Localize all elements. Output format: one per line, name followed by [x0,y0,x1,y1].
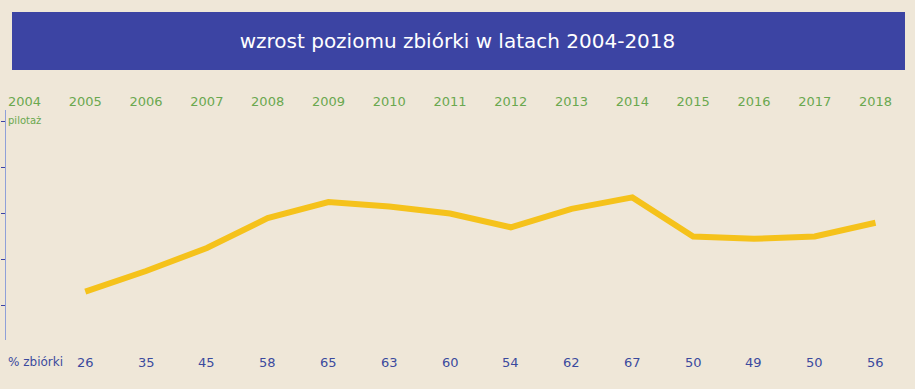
svg-text:49: 49 [745,355,762,370]
svg-text:2012: 2012 [494,94,527,109]
svg-text:50: 50 [806,355,823,370]
svg-text:26: 26 [77,355,94,370]
svg-text:2006: 2006 [130,94,163,109]
svg-text:2014: 2014 [616,94,649,109]
svg-text:60: 60 [442,355,459,370]
svg-text:2008: 2008 [251,94,284,109]
svg-text:2004: 2004 [8,94,41,109]
svg-text:2009: 2009 [312,94,345,109]
svg-text:67: 67 [624,355,641,370]
svg-text:2017: 2017 [798,94,831,109]
svg-text:63: 63 [381,355,398,370]
svg-text:pilotaż: pilotaż [8,115,41,126]
svg-text:2018: 2018 [859,94,892,109]
svg-text:35: 35 [138,355,155,370]
svg-text:wzrost poziomu zbiórki w latac: wzrost poziomu zbiórki w latach 2004-201… [240,29,676,53]
svg-text:% zbiórki: % zbiórki [8,355,63,369]
svg-text:2007: 2007 [190,94,223,109]
svg-text:65: 65 [320,355,337,370]
svg-text:2016: 2016 [737,94,770,109]
svg-text:2011: 2011 [433,94,466,109]
svg-text:45: 45 [198,355,215,370]
svg-text:2013: 2013 [555,94,588,109]
svg-text:58: 58 [259,355,276,370]
svg-text:2005: 2005 [69,94,102,109]
svg-text:2010: 2010 [373,94,406,109]
svg-text:62: 62 [563,355,580,370]
svg-text:2015: 2015 [677,94,710,109]
svg-text:54: 54 [502,355,519,370]
svg-text:50: 50 [685,355,702,370]
svg-text:56: 56 [867,355,884,370]
